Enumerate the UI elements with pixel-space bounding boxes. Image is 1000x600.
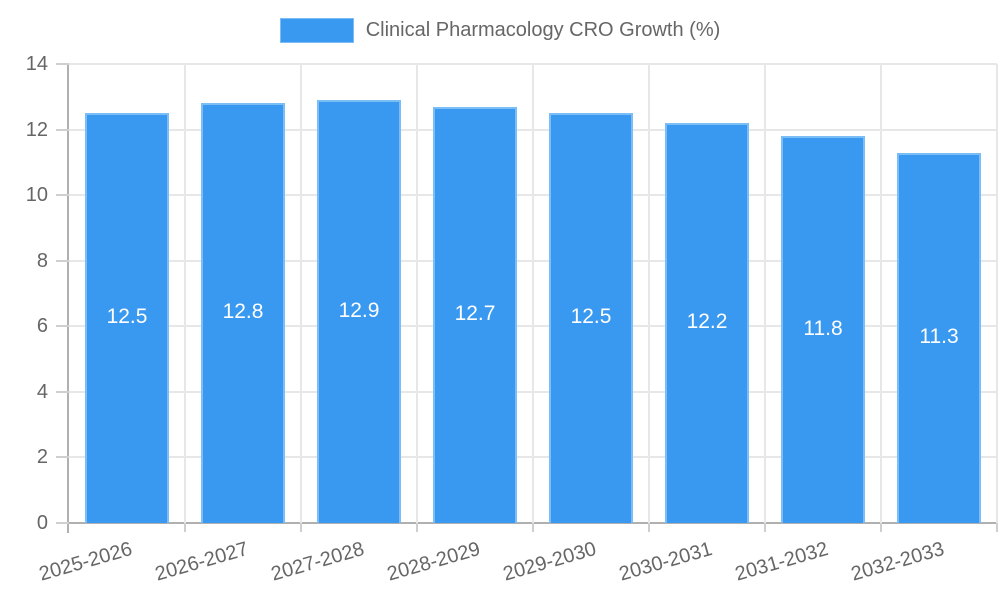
legend-label: Clinical Pharmacology CRO Growth (%) — [365, 18, 721, 41]
x-axis-tick-label: 2029-2030 — [501, 538, 600, 586]
x-gridline — [764, 64, 766, 523]
y-axis-tick-label: 14 — [25, 53, 48, 75]
x-axis-tick-label: 2028-2029 — [385, 538, 484, 586]
x-axis-tick — [532, 523, 534, 532]
x-gridline — [184, 64, 186, 523]
y-axis-tick — [56, 259, 69, 262]
x-gridline — [996, 64, 998, 523]
x-axis-tick — [300, 523, 302, 532]
bar[interactable] — [433, 106, 517, 523]
x-axis-tick — [996, 523, 998, 532]
x-axis-tick-label: 2031-2032 — [733, 538, 832, 586]
plot-area: 12.5 12.8 12.9 12.7 12.5 12.2 11.8 11.3 — [56, 63, 998, 533]
x-gridline — [532, 64, 534, 523]
y-axis-tick-label: 6 — [36, 315, 48, 338]
x-axis-tick-label: 2030-2031 — [617, 538, 716, 586]
y-axis-tick — [56, 128, 69, 131]
bar[interactable] — [317, 100, 401, 523]
legend-item[interactable]: Clinical Pharmacology CRO Growth (%) — [279, 17, 721, 43]
y-axis-tick — [56, 325, 69, 328]
y-axis-tick-label: 8 — [36, 249, 48, 272]
y-axis-line — [67, 64, 69, 533]
y-axis-tick-label: 2 — [36, 446, 48, 469]
y-axis-tick — [56, 390, 69, 393]
x-axis-tick — [764, 523, 766, 532]
x-axis-tick — [416, 523, 418, 532]
bar[interactable] — [897, 152, 981, 523]
x-axis-tick — [184, 523, 186, 532]
x-axis-tick — [648, 523, 650, 532]
y-axis-tick-label: 0 — [36, 512, 48, 534]
legend-swatch — [279, 17, 354, 43]
y-axis-tick — [56, 522, 69, 524]
x-axis-tick-label: 2026-2027 — [153, 538, 252, 586]
x-axis-tick — [880, 523, 882, 532]
bar[interactable] — [781, 136, 865, 523]
y-axis-tick — [56, 194, 69, 197]
chart-legend: Clinical Pharmacology CRO Growth (%) — [0, 14, 1000, 46]
y-axis-tick-label: 12 — [25, 118, 48, 141]
x-axis-tick-label: 2032-2033 — [849, 538, 948, 586]
x-gridline — [880, 64, 882, 523]
y-axis-tick — [56, 456, 69, 459]
bar[interactable] — [665, 123, 749, 523]
bar[interactable] — [85, 113, 169, 523]
y-axis-tick — [56, 63, 69, 65]
x-axis-tick-label: 2025-2026 — [37, 538, 136, 586]
y-axis-tick-label: 4 — [36, 380, 48, 403]
x-gridline — [416, 64, 418, 523]
bar[interactable] — [549, 113, 633, 523]
x-axis-tick-label: 2027-2028 — [269, 538, 368, 586]
bar[interactable] — [201, 103, 285, 523]
y-axis-tick-label: 10 — [25, 184, 48, 207]
x-gridline — [648, 64, 650, 523]
x-gridline — [300, 64, 302, 523]
